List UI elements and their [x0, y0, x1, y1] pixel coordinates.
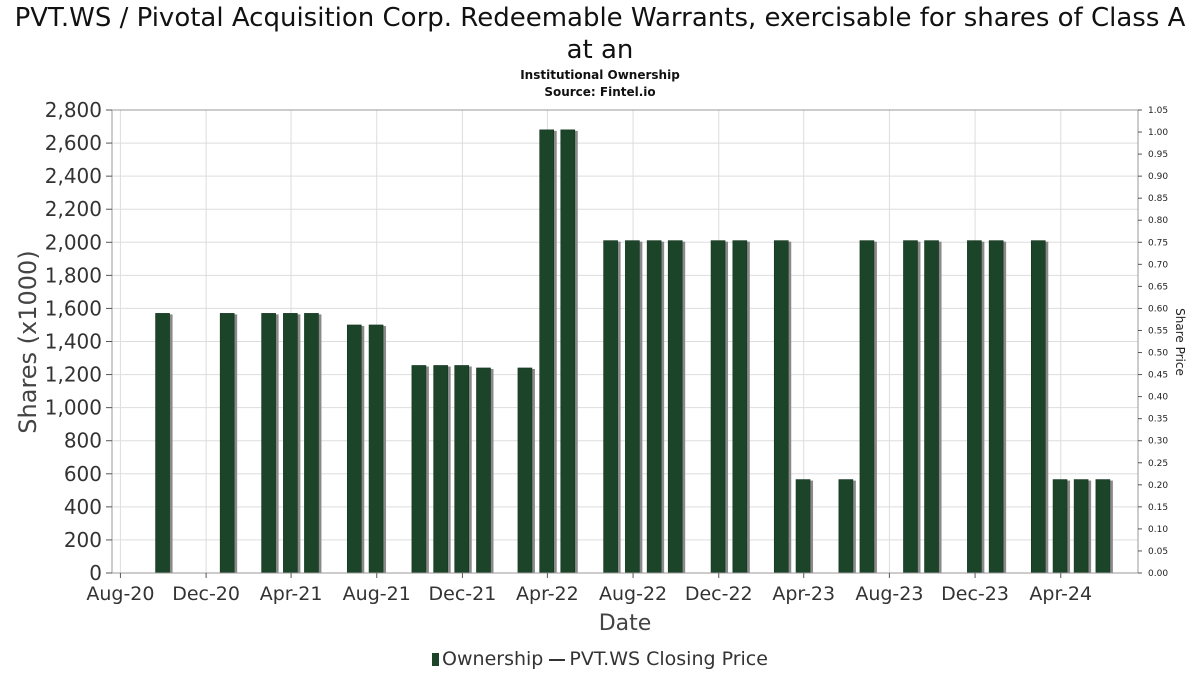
ownership-bar — [539, 129, 554, 574]
ownership-bar — [454, 365, 470, 574]
ownership-bar — [795, 479, 811, 574]
ownership-bar — [667, 240, 683, 574]
ownership-bar — [710, 240, 726, 574]
x-axis-label: Date — [599, 611, 652, 636]
x-axis-ticks: Aug-20 Dec-20 Apr-21 Aug-21 Dec-21 Apr-22 Aug-… — [86, 573, 1092, 605]
y-tick-label: 1,000 — [45, 396, 102, 420]
ownership-bar — [732, 240, 748, 574]
ownership-bar — [155, 313, 170, 574]
y-tick-label: 2,200 — [45, 197, 102, 221]
ownership-bar — [924, 240, 939, 574]
x-tick-label: Apr-23 — [772, 583, 835, 605]
y2-tick-label: 0.25 — [1148, 459, 1168, 469]
y-tick-label: 2,000 — [45, 230, 102, 254]
ownership-bar — [859, 240, 875, 574]
ownership-bar — [1030, 240, 1046, 574]
x-tick-label: Aug-23 — [855, 583, 923, 605]
y2-tick-label: 1.05 — [1148, 106, 1168, 116]
x-tick-label: Aug-21 — [343, 583, 411, 605]
x-tick-label: Apr-24 — [1029, 583, 1092, 605]
y2-tick-label: 0.50 — [1148, 349, 1168, 359]
ownership-bar — [219, 313, 235, 574]
ownership-bar — [1052, 479, 1068, 574]
ownership-bar — [603, 240, 618, 574]
y2-tick-label: 0.10 — [1148, 525, 1168, 535]
x-tick-label: Aug-20 — [86, 583, 154, 605]
y-tick-label: 2,800 — [45, 98, 102, 122]
y-axis-label: Shares (x1000) — [14, 250, 42, 433]
y2-tick-label: 0.85 — [1148, 194, 1168, 204]
y-tick-label: 1,800 — [45, 263, 102, 287]
y-tick-label: 1,400 — [45, 330, 102, 354]
y-tick-label: 0 — [89, 561, 102, 585]
y2-tick-label: 0.55 — [1148, 326, 1168, 336]
y2-tick-label: 0.45 — [1148, 371, 1168, 381]
ownership-bar — [368, 324, 384, 574]
y2-tick-label: 0.15 — [1148, 503, 1168, 513]
ownership-bar — [304, 313, 319, 574]
y2-tick-label: 0.05 — [1148, 547, 1168, 557]
x-tick-label: Dec-22 — [685, 583, 753, 605]
y-tick-label: 1,200 — [45, 363, 102, 387]
y2-tick-label: 0.75 — [1148, 238, 1168, 248]
ownership-bar — [773, 240, 789, 574]
ownership-bar — [646, 240, 662, 574]
ownership-bar — [625, 240, 640, 574]
y-tick-label: 200 — [64, 528, 102, 552]
y2-tick-label: 0.95 — [1148, 150, 1168, 160]
y2-tick-label: 0.30 — [1148, 437, 1168, 447]
x-tick-label: Dec-23 — [941, 583, 1009, 605]
y-tick-label: 800 — [64, 429, 102, 453]
y2-tick-label: 0.00 — [1148, 569, 1168, 579]
ownership-bar — [433, 365, 448, 574]
ownership-bar — [261, 313, 276, 574]
y-tick-label: 400 — [64, 495, 102, 519]
y2-tick-label: 0.35 — [1148, 415, 1168, 425]
y2-axis-ticks: 0.00 0.05 0.10 0.15 0.20 0.25 0.30 0.35 0.40 0.45… — [1138, 106, 1168, 579]
y2-tick-label: 0.20 — [1148, 481, 1168, 491]
ownership-bar — [283, 313, 298, 574]
ownership-legend-swatch — [432, 653, 440, 666]
legend: Ownership PVT.WS Closing Price — [0, 648, 1200, 670]
price-legend-line — [549, 658, 566, 661]
y2-axis-label: Share Price — [1173, 308, 1187, 376]
chart-title: PVT.WS / Pivotal Acquisition Corp. Redee… — [14, 3, 1186, 65]
y-axis-ticks: 0 200 400 600 800 1,000 1,200 1,400 1,600 1,800 2,… — [45, 98, 112, 585]
price-legend-label: PVT.WS Closing Price — [569, 648, 768, 670]
y-tick-label: 2,400 — [45, 164, 102, 188]
y2-tick-label: 0.65 — [1148, 282, 1168, 292]
bar-series — [155, 129, 1113, 574]
x-tick-label: Dec-21 — [429, 583, 497, 605]
y2-tick-label: 1.00 — [1148, 128, 1168, 138]
y-tick-label: 1,600 — [45, 296, 102, 320]
y2-tick-label: 0.90 — [1148, 172, 1168, 182]
y2-tick-label: 0.80 — [1148, 216, 1168, 226]
ownership-bar — [903, 240, 918, 574]
chart-source: Source: Fintel.io — [544, 85, 656, 99]
ownership-bar — [967, 240, 982, 574]
y2-tick-label: 0.40 — [1148, 393, 1168, 403]
x-tick-label: Aug-22 — [599, 583, 667, 605]
y-tick-label: 2,600 — [45, 131, 102, 155]
ownership-bar — [988, 240, 1004, 574]
ownership-bar — [346, 324, 362, 574]
ownership-bar — [838, 479, 854, 574]
y2-tick-label: 0.70 — [1148, 260, 1168, 270]
ownership-bar — [476, 367, 491, 574]
ownership-bar — [1095, 479, 1111, 574]
ownership-bar — [517, 367, 533, 574]
y-tick-label: 600 — [64, 462, 102, 486]
ownership-bar — [1073, 479, 1089, 574]
ownership-legend-label: Ownership — [442, 648, 544, 670]
ownership-bar — [560, 129, 576, 574]
y2-tick-label: 0.60 — [1148, 304, 1168, 314]
chart-subtitle: Institutional Ownership — [520, 68, 680, 82]
ownership-bar — [411, 365, 427, 574]
x-tick-label: Dec-20 — [172, 583, 240, 605]
x-tick-label: Apr-22 — [516, 583, 579, 605]
x-tick-label: Apr-21 — [260, 583, 323, 605]
